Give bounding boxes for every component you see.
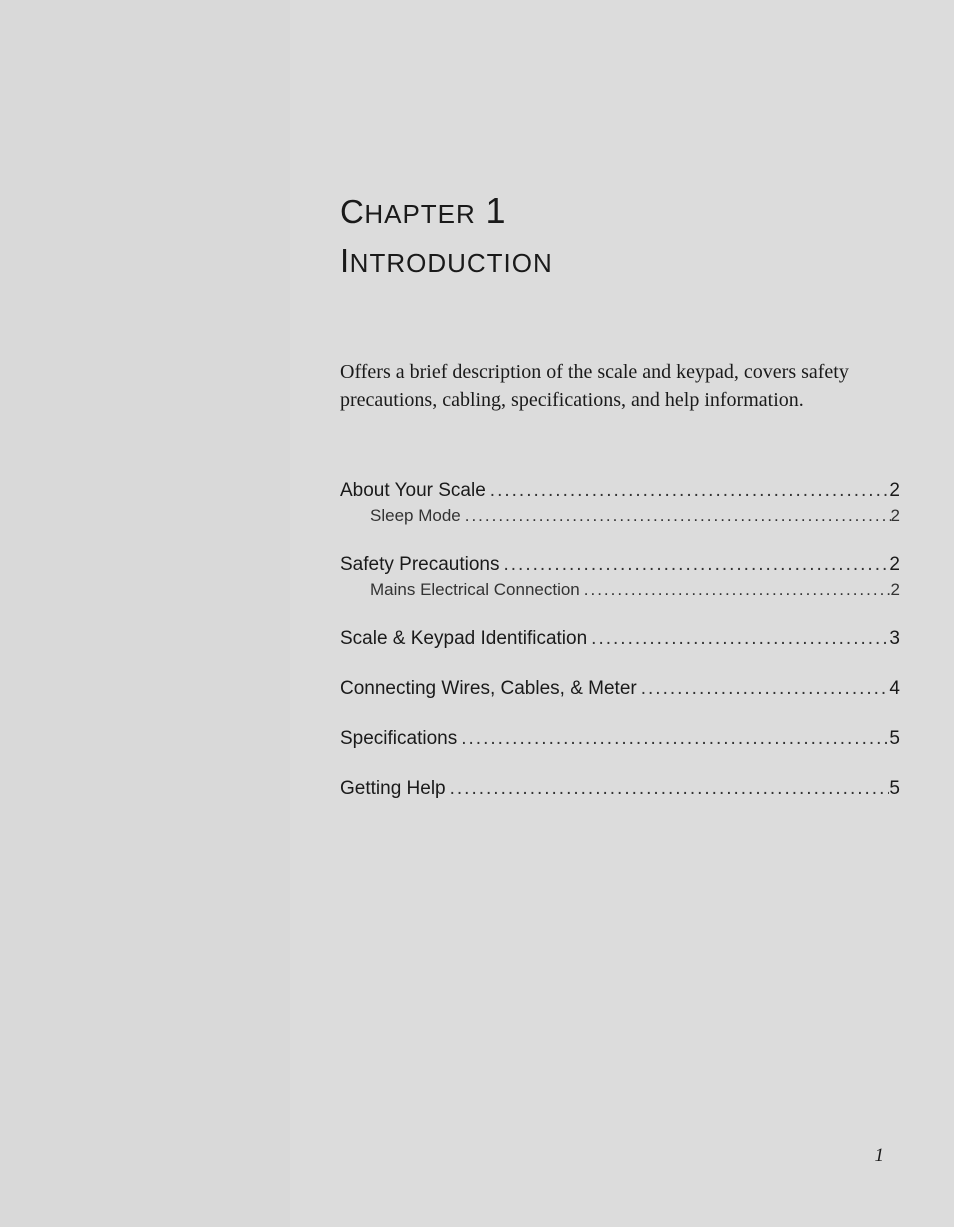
page-number: 1 bbox=[875, 1145, 885, 1167]
toc-page: 3 bbox=[889, 628, 900, 650]
chapter-number: 1 bbox=[485, 190, 506, 231]
chapter-title: INTRODUCTION bbox=[340, 242, 900, 280]
title-sc: NTRODUCTION bbox=[350, 248, 553, 278]
toc-label: Scale & Keypad Identification bbox=[340, 628, 587, 650]
toc-entry: Scale & Keypad Identification ..........… bbox=[340, 628, 900, 650]
toc-entry: Connecting Wires, Cables, & Meter ......… bbox=[340, 678, 900, 700]
toc-entry: Specifications .........................… bbox=[340, 728, 900, 750]
toc-entry: About Your Scale .......................… bbox=[340, 480, 900, 502]
left-margin-column bbox=[0, 0, 290, 1227]
chapter-prefix-cap: C bbox=[340, 193, 364, 230]
toc-leader: ........................................… bbox=[457, 728, 889, 750]
toc-leader: ........................................… bbox=[637, 678, 890, 700]
toc-label: Sleep Mode bbox=[370, 506, 461, 526]
table-of-contents: About Your Scale .......................… bbox=[340, 480, 900, 800]
toc-label: Connecting Wires, Cables, & Meter bbox=[340, 678, 637, 700]
toc-subentry: Mains Electrical Connection ............… bbox=[340, 580, 900, 600]
page-content: CHAPTER 1 INTRODUCTION Offers a brief de… bbox=[340, 190, 900, 800]
toc-page: 5 bbox=[889, 778, 900, 800]
chapter-heading: CHAPTER 1 bbox=[340, 190, 900, 232]
toc-entry: Safety Precautions .....................… bbox=[340, 554, 900, 576]
toc-label: Specifications bbox=[340, 728, 457, 750]
toc-label: Getting Help bbox=[340, 778, 446, 800]
toc-leader: ........................................… bbox=[446, 778, 890, 800]
toc-label: About Your Scale bbox=[340, 480, 486, 502]
toc-leader: ........................................… bbox=[486, 480, 890, 502]
toc-label: Safety Precautions bbox=[340, 554, 499, 576]
title-cap: I bbox=[340, 242, 350, 279]
toc-leader: ........................................… bbox=[461, 506, 891, 526]
chapter-description: Offers a brief description of the scale … bbox=[340, 358, 900, 414]
toc-leader: ........................................… bbox=[587, 628, 889, 650]
toc-page: 2 bbox=[891, 580, 900, 600]
toc-subentry: Sleep Mode .............................… bbox=[340, 506, 900, 526]
toc-page: 2 bbox=[891, 506, 900, 526]
toc-entry: Getting Help ...........................… bbox=[340, 778, 900, 800]
toc-page: 2 bbox=[889, 480, 900, 502]
toc-page: 4 bbox=[889, 678, 900, 700]
chapter-prefix-sc: HAPTER bbox=[364, 199, 475, 229]
toc-leader: ........................................… bbox=[580, 580, 891, 600]
toc-page: 2 bbox=[889, 554, 900, 576]
toc-label: Mains Electrical Connection bbox=[370, 580, 580, 600]
toc-leader: ........................................… bbox=[499, 554, 889, 576]
toc-page: 5 bbox=[889, 728, 900, 750]
